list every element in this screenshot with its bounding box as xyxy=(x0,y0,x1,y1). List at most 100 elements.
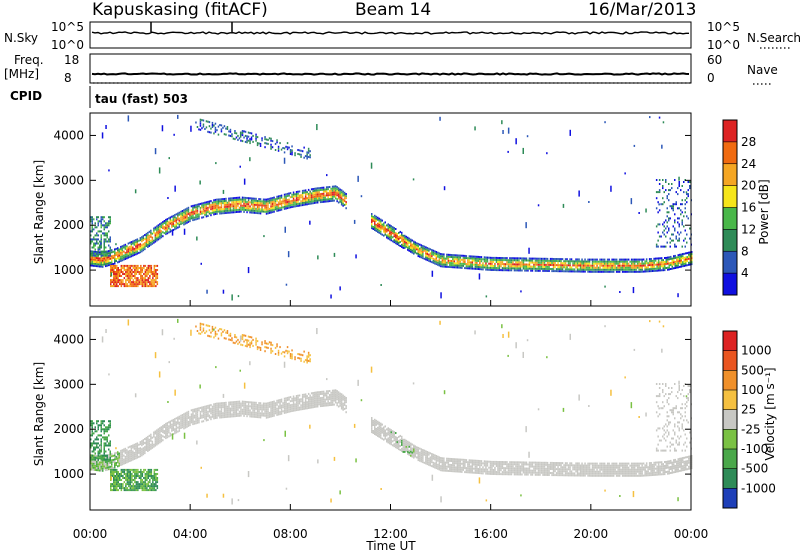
power-cell xyxy=(512,263,514,266)
velocity-cell xyxy=(250,407,253,410)
power-cell xyxy=(488,262,490,265)
power-cell xyxy=(100,222,102,225)
velocity-cell xyxy=(102,469,104,472)
velocity-cell xyxy=(213,409,215,412)
velocity-cell xyxy=(156,439,158,442)
power-cell xyxy=(168,223,170,226)
power-cell xyxy=(506,267,508,270)
power-cell xyxy=(393,229,395,232)
velocity-cell xyxy=(135,457,137,460)
power-cell xyxy=(228,205,230,208)
velocity-cell xyxy=(327,396,329,399)
power-cell xyxy=(392,240,394,243)
velocity-cell xyxy=(114,462,116,465)
velocity-cell xyxy=(270,407,272,410)
velocity-cell xyxy=(180,422,182,425)
power-cell xyxy=(608,260,610,263)
velocity-cell xyxy=(389,432,391,435)
colorbar-tick-label: 8 xyxy=(741,244,749,258)
noise-top-right: 10^5 xyxy=(707,20,740,34)
power-cell xyxy=(331,199,334,202)
power-cell xyxy=(516,269,519,272)
velocity-cell xyxy=(434,466,436,469)
power-cell xyxy=(401,231,403,234)
velocity-cell xyxy=(150,437,152,440)
power-cell xyxy=(225,212,227,214)
power-cell xyxy=(655,191,658,194)
power-cell xyxy=(90,242,92,245)
power-cell xyxy=(422,247,424,249)
power-cell xyxy=(425,256,427,259)
velocity-cell xyxy=(153,435,155,438)
freq-label: Freq. xyxy=(14,53,44,67)
velocity-cell xyxy=(437,465,439,468)
power-cell xyxy=(262,198,265,201)
power-cell xyxy=(340,203,343,206)
power-cell xyxy=(234,138,236,141)
power-cell xyxy=(252,199,254,202)
power-cell xyxy=(306,201,308,204)
power-cell xyxy=(153,273,156,275)
power-cell xyxy=(587,260,589,263)
velocity-cell xyxy=(93,460,95,463)
velocity-cell xyxy=(213,407,215,410)
velocity-cell xyxy=(432,463,435,466)
power-cell xyxy=(393,227,395,230)
power-cell xyxy=(525,257,528,260)
velocity-cell xyxy=(193,422,196,425)
power-cell xyxy=(536,269,538,272)
velocity-cell xyxy=(220,408,223,411)
power-cell xyxy=(94,226,96,229)
power-cell xyxy=(147,246,149,248)
velocity-cell xyxy=(286,407,289,409)
velocity-cell xyxy=(199,410,202,413)
power-cell xyxy=(141,281,144,284)
velocity-cell xyxy=(441,459,444,462)
power-cell xyxy=(387,225,389,228)
power-cell xyxy=(249,157,251,162)
power-cell xyxy=(527,267,529,270)
power-cell xyxy=(599,268,601,271)
power-cell xyxy=(537,263,540,266)
power-cell xyxy=(579,264,582,267)
power-cell xyxy=(456,262,459,265)
power-cell xyxy=(665,189,667,192)
power-cell xyxy=(300,153,302,156)
power-cell xyxy=(678,237,680,240)
power-cell xyxy=(658,209,661,212)
velocity-cell xyxy=(195,420,197,423)
power-cell xyxy=(128,269,130,271)
power-cell xyxy=(564,258,567,261)
power-cell xyxy=(650,270,652,273)
velocity-cell xyxy=(163,432,166,435)
velocity-cell xyxy=(199,415,202,417)
velocity-cell xyxy=(154,440,157,443)
power-cell xyxy=(276,195,278,198)
power-cell xyxy=(292,203,295,206)
power-cell xyxy=(680,257,682,260)
power-cell xyxy=(136,252,139,255)
power-cell xyxy=(291,151,293,154)
power-cell xyxy=(199,128,202,131)
velocity-cell xyxy=(336,392,338,395)
power-cell xyxy=(324,194,326,197)
power-cell xyxy=(488,266,490,269)
power-cell xyxy=(91,220,93,223)
power-cell xyxy=(390,225,392,228)
power-cell xyxy=(214,206,217,209)
velocity-cell xyxy=(120,457,122,460)
power-cell xyxy=(91,260,93,263)
velocity-cell xyxy=(189,422,191,425)
velocity-cell xyxy=(111,465,113,468)
power-cell xyxy=(237,208,239,211)
power-cell xyxy=(378,219,380,222)
power-cell xyxy=(389,230,391,233)
power-cell xyxy=(154,148,157,155)
velocity-cell xyxy=(413,450,415,453)
power-cell xyxy=(90,252,92,255)
power-cell xyxy=(298,202,301,205)
power-cell xyxy=(232,205,235,208)
power-cell xyxy=(277,201,280,204)
power-cell xyxy=(96,255,98,257)
velocity-cell xyxy=(150,447,152,450)
